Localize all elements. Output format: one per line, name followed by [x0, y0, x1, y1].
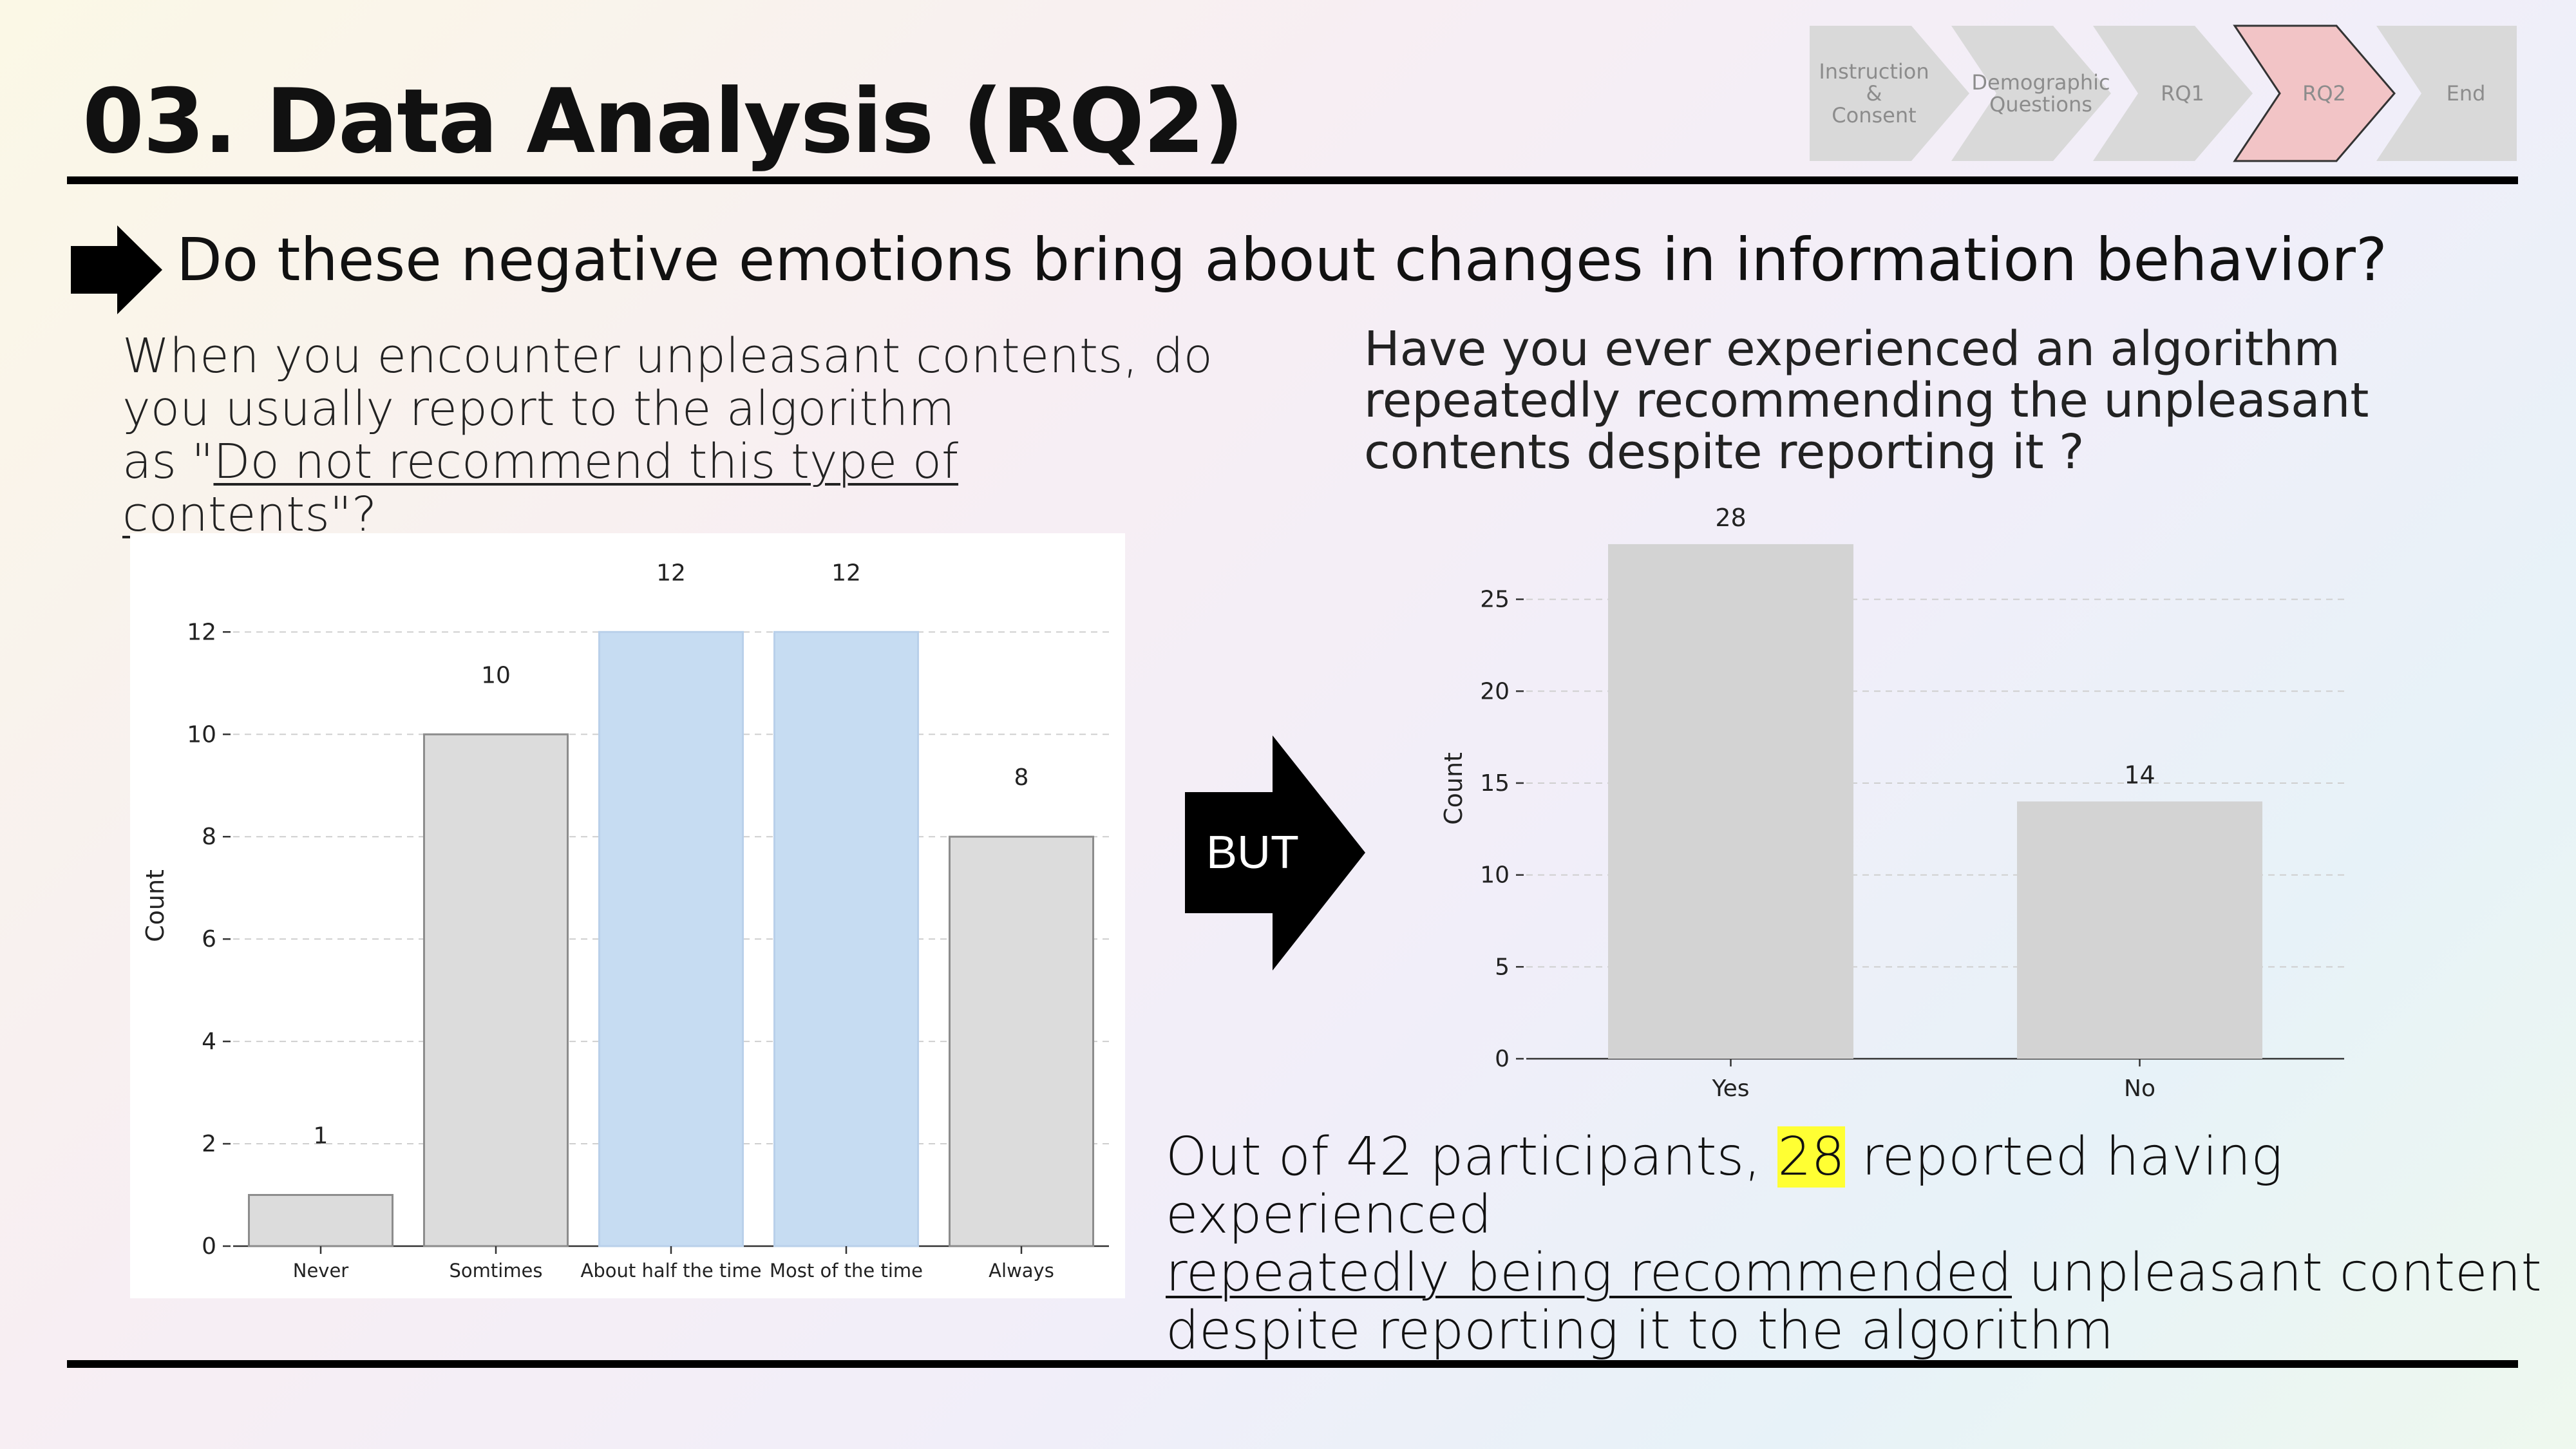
left-question-line-1: When you encounter unpleasant contents, … [122, 328, 1213, 384]
right-chart-ytick-label: 10 [1480, 862, 1510, 889]
progress-step-0-label-2: Consent [1832, 103, 1916, 128]
progress-step-0 [1810, 26, 1969, 161]
right-question-line-3: contents despite reporting it ? [1364, 424, 2085, 480]
right-chart-ytick-label: 0 [1495, 1046, 1510, 1072]
slide-title: 03. Data Analysis (RQ2) [82, 70, 1244, 173]
left-chart-bar-3 [773, 630, 920, 1247]
summary-highlight-count: 28 [1777, 1126, 1845, 1188]
report-frequency-chart: 0 2 4 6 8 10 12 Count Never 1 Somtimes 10 About half… [130, 533, 1125, 1298]
left-chart-category-label-1: Somtimes [449, 1260, 542, 1282]
right-chart-ytick-label: 5 [1495, 954, 1510, 980]
summary-line-3: despite reporting it to the algorithm [1166, 1300, 2114, 1361]
left-survey-question: When you encounter unpleasant contents, … [122, 330, 1217, 541]
summary-prefix: Out of 42 participants, [1166, 1126, 1778, 1188]
left-chart-value-label-3: 12 [831, 560, 861, 586]
left-chart-bar-4 [948, 835, 1095, 1247]
right-chart-ytick-label: 20 [1480, 678, 1510, 705]
summary-underlined: repeatedly being recommended [1166, 1242, 2012, 1303]
left-chart-ytick-label: 12 [187, 619, 216, 645]
right-chart-y-axis-label: Count [1439, 752, 1468, 825]
summary-line-1: Out of 42 participants, 28 reported havi… [1166, 1126, 2550, 1245]
left-chart-bar-2 [598, 630, 744, 1247]
left-chart-ytick-label: 10 [187, 721, 216, 748]
progress-step-2-label-0: RQ1 [2161, 81, 2204, 106]
right-chart-value-label-1: 14 [2124, 761, 2155, 789]
left-question-quoted-option: Do not recommend this type of contents [122, 434, 959, 542]
left-question-prefix: as " [122, 434, 214, 489]
left-chart-category-label-3: Most of the time [770, 1260, 923, 1282]
but-arrow: BUT [1185, 735, 1365, 971]
right-chart-bar-1 [2017, 801, 2262, 1059]
right-survey-question: Have you ever experienced an algorithm r… [1364, 323, 2427, 478]
left-chart-ytick-label: 6 [202, 926, 216, 952]
summary-middle: reported having experienced [1166, 1126, 2283, 1245]
progress-nav: Instruction & Consent Demographic Questions R… [1810, 22, 2518, 165]
right-chart-ytick-label: 25 [1480, 587, 1510, 613]
summary-line-2: repeatedly being recommended unpleasant … [1166, 1244, 2550, 1302]
left-chart-ytick-label: 0 [202, 1233, 216, 1260]
left-chart-bar-0 [247, 1194, 394, 1247]
right-chart-ytick-label: 15 [1480, 770, 1510, 797]
right-chart-grid [1526, 598, 2344, 968]
bottom-divider [67, 1360, 2518, 1368]
right-chart-value-label-0: 28 [1715, 504, 1746, 532]
but-label: BUT [1206, 827, 1299, 878]
progress-step-4-label-0: End [2447, 81, 2486, 106]
left-chart-ytick-label: 2 [202, 1131, 216, 1157]
left-chart-value-label-4: 8 [1014, 764, 1029, 791]
right-question-line-1: Have you ever experienced an algorithm [1364, 321, 2340, 377]
progress-step-1-label-1: Questions [1989, 92, 2092, 117]
progress-step-4 [2376, 26, 2517, 161]
left-chart-category-label-2: About half the time [581, 1260, 762, 1282]
left-chart-value-label-2: 12 [656, 560, 686, 586]
title-divider [67, 176, 2518, 184]
arrow-right-icon [71, 225, 162, 314]
left-question-line-3: as "Do not recommend this type of conten… [122, 435, 1217, 541]
left-chart-ytick-label: 8 [202, 824, 216, 850]
left-chart-value-label-1: 10 [481, 662, 511, 688]
left-chart-value-label-0: 1 [314, 1123, 328, 1150]
right-question-line-2: repeatedly recommending the unpleasant [1364, 373, 2369, 428]
right-chart-category-label-0: Yes [1711, 1075, 1749, 1102]
right-chart-bar-0 [1608, 544, 1853, 1059]
left-chart-y-axis-label: Count [141, 869, 169, 942]
research-question: Do these negative emotions bring about c… [176, 225, 2387, 294]
left-chart-category-label-4: Always [989, 1260, 1054, 1282]
progress-step-0-label-1: & [1866, 81, 1882, 106]
left-question-line-2: you usually report to the algorithm [122, 381, 955, 437]
left-chart-ytick-label: 4 [202, 1028, 216, 1055]
left-chart-bar-1 [422, 733, 569, 1247]
progress-step-1-label-0: Demographic [1971, 70, 2110, 95]
summary-after-underlined: unpleasant content [2012, 1242, 2542, 1303]
left-chart-category-label-0: Never [293, 1260, 349, 1282]
progress-step-2 [2093, 26, 2253, 161]
summary-text: Out of 42 participants, 28 reported havi… [1166, 1126, 2550, 1361]
repeated-recommendation-chart: 0 5 10 15 20 25 Count Yes 28 No 14 [1397, 489, 2363, 1108]
right-chart-category-label-1: No [2124, 1075, 2155, 1102]
progress-step-3-label-0: RQ2 [2302, 81, 2346, 106]
progress-step-3 [2233, 24, 2396, 162]
progress-step-0-label-0: Instruction [1819, 59, 1929, 84]
progress-step-1 [1951, 26, 2111, 161]
left-question-suffix: "? [329, 487, 377, 542]
